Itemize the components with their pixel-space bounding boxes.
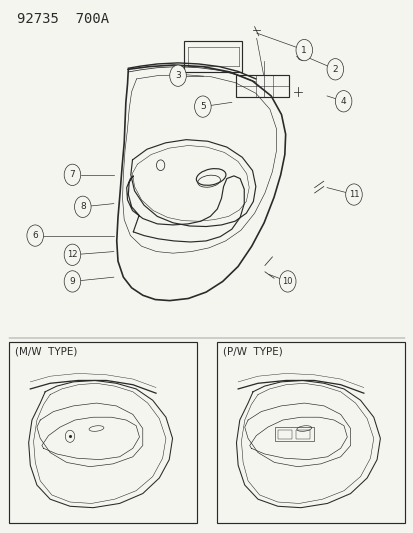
Text: 12: 12 xyxy=(67,251,78,259)
Text: 10: 10 xyxy=(282,277,292,286)
Text: 9: 9 xyxy=(69,277,75,286)
Text: 8: 8 xyxy=(80,203,85,211)
Circle shape xyxy=(295,39,312,61)
Circle shape xyxy=(345,184,361,205)
Text: 3: 3 xyxy=(175,71,180,80)
Bar xyxy=(296,430,309,439)
Bar xyxy=(216,342,404,523)
Circle shape xyxy=(169,65,186,86)
Circle shape xyxy=(64,271,81,292)
Bar xyxy=(277,430,291,439)
Circle shape xyxy=(279,271,295,292)
Text: 7: 7 xyxy=(69,171,75,179)
Text: 11: 11 xyxy=(348,190,358,199)
Text: 5: 5 xyxy=(199,102,205,111)
Text: (P/W  TYPE): (P/W TYPE) xyxy=(222,346,282,357)
Text: 4: 4 xyxy=(340,97,346,106)
Circle shape xyxy=(326,59,343,80)
Bar xyxy=(274,427,313,441)
Circle shape xyxy=(194,96,211,117)
Circle shape xyxy=(27,225,43,246)
Circle shape xyxy=(335,91,351,112)
Text: 1: 1 xyxy=(301,46,306,54)
Circle shape xyxy=(74,196,91,217)
Bar xyxy=(9,342,197,523)
Text: 92735  700A: 92735 700A xyxy=(17,12,109,26)
Circle shape xyxy=(64,164,81,185)
Bar xyxy=(184,41,242,72)
Text: 6: 6 xyxy=(32,231,38,240)
Text: (M/W  TYPE): (M/W TYPE) xyxy=(15,346,77,357)
Bar xyxy=(235,75,288,97)
Text: 2: 2 xyxy=(332,65,337,74)
Circle shape xyxy=(64,244,81,265)
